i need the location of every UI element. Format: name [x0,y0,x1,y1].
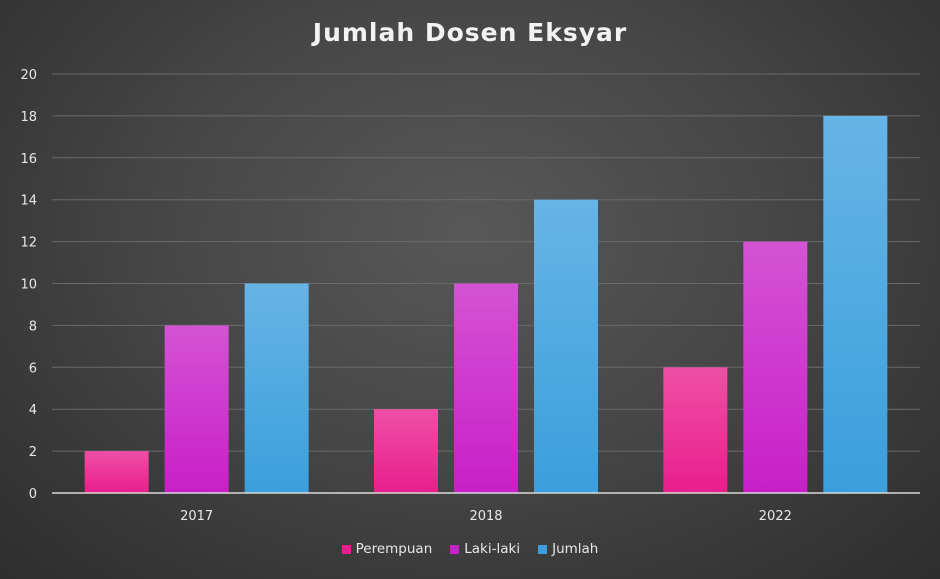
legend: Perempuan Laki-laki Jumlah [0,541,940,557]
bar-laki-laki-2017 [164,325,229,493]
legend-swatch [341,544,351,554]
y-tick-label: 20 [20,68,37,83]
y-tick-label: 14 [20,194,37,209]
y-tick-label: 16 [20,152,37,167]
bar-jumlah-2018 [534,199,598,493]
legend-item: Jumlah [538,541,598,557]
bar-jumlah-2017 [244,283,309,493]
legend-swatch [538,544,548,554]
y-tick-label: 12 [20,236,37,251]
y-tick-label: 8 [29,319,37,334]
legend-item: Perempuan [341,541,433,557]
y-axis-ticks: 0 2 4 6 8 10 12 14 16 18 20 [20,68,37,502]
bar-jumlah-2022 [823,115,888,494]
legend-swatch [450,544,460,554]
y-tick-label: 6 [29,361,37,376]
legend-item: Laki-laki [450,541,520,557]
legend-label: Perempuan [355,541,433,557]
x-tick-label: 2017 [180,509,213,524]
x-tick-label: 2018 [469,509,502,524]
x-axis-ticks: 2017 2018 2022 [180,509,792,524]
x-tick-label: 2022 [759,509,792,524]
chart-title: Jumlah Dosen Eksyar [312,18,628,47]
bar-perempuan-2017 [84,451,149,493]
y-tick-label: 4 [29,403,37,418]
bar-perempuan-2018 [374,409,438,493]
legend-label: Jumlah [552,541,599,557]
bar-laki-laki-2022 [743,241,808,493]
bar-perempuan-2022 [663,367,728,493]
y-tick-label: 10 [20,278,37,293]
bar-laki-laki-2018 [454,283,518,493]
y-tick-label: 2 [29,445,37,460]
bars [84,115,888,494]
legend-label: Laki-laki [464,541,521,557]
y-tick-label: 18 [20,110,37,125]
y-tick-label: 0 [29,487,37,502]
